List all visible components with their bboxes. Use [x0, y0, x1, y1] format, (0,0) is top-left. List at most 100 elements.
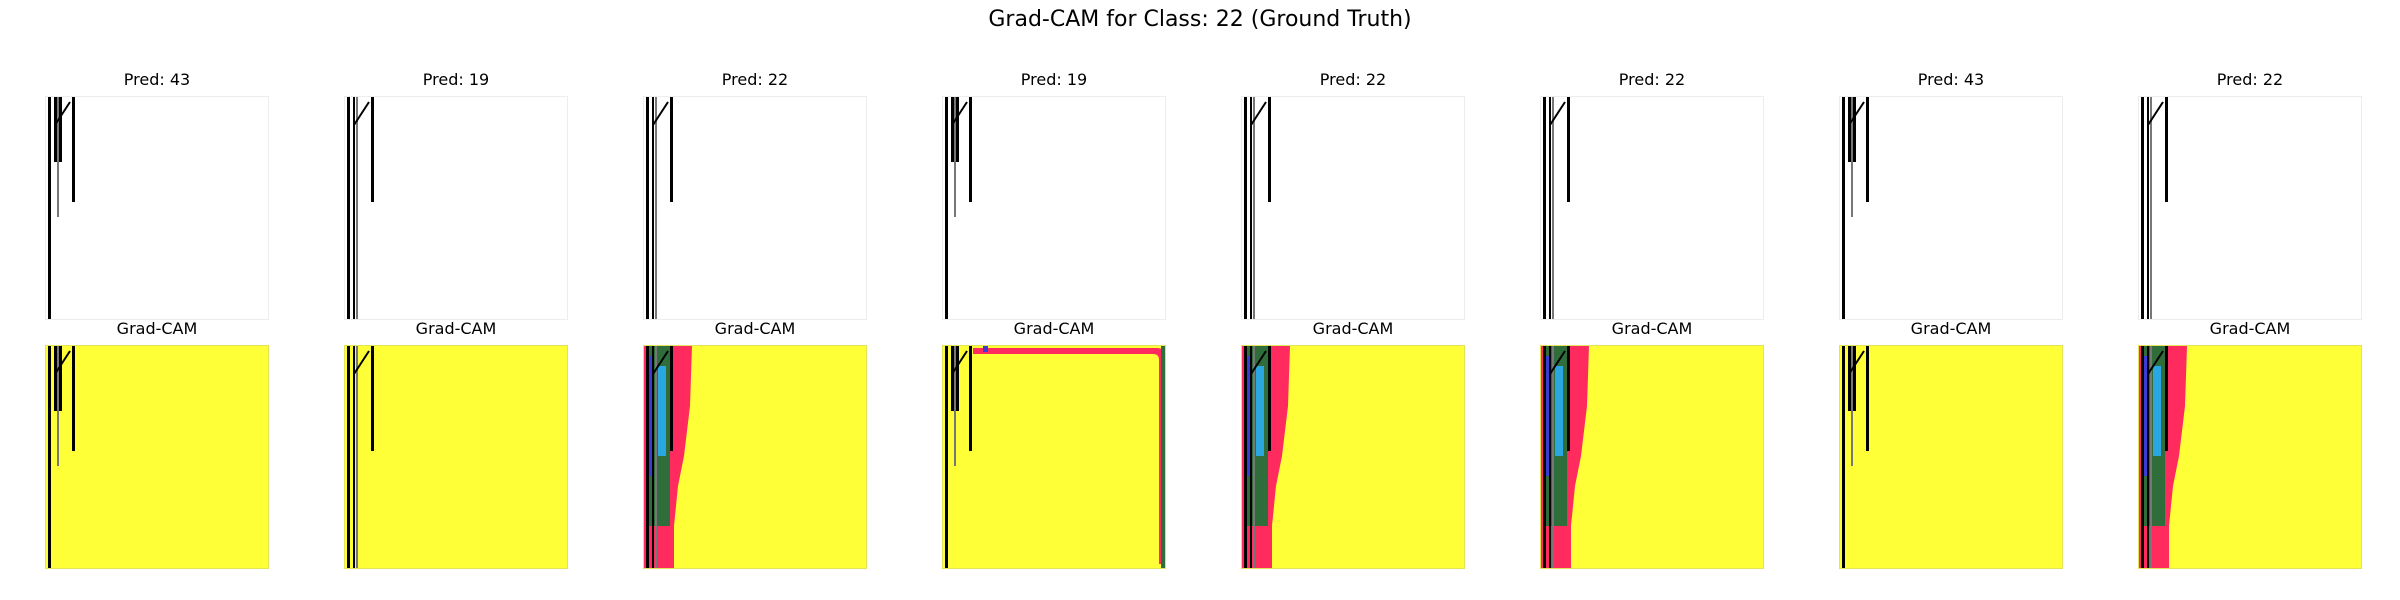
stroke-line: [356, 97, 358, 319]
prediction-label: Pred: 19: [1020, 70, 1088, 89]
input-image: [942, 96, 1166, 320]
stroke-line: [347, 97, 350, 319]
gradcam-label: Grad-CAM: [116, 319, 198, 338]
stroke-line: [356, 346, 358, 568]
stroke-line: [48, 97, 51, 319]
stroke-line: [54, 101, 71, 126]
stroke-line: [2150, 346, 2152, 568]
stroke-line: [1567, 346, 1570, 451]
stroke-line: [652, 101, 669, 126]
stroke-line: [969, 97, 972, 202]
stroke-line: [1842, 346, 1845, 568]
activation-blob: [1244, 356, 1252, 476]
stroke-line: [1268, 97, 1271, 202]
input-image: [1839, 96, 2063, 320]
stroke-traces: [945, 346, 972, 568]
stroke-line: [2165, 346, 2168, 451]
stroke-line: [1851, 346, 1853, 466]
prediction-label: Pred: 22: [1618, 70, 1686, 89]
stroke-line: [371, 346, 374, 451]
stroke-line: [951, 101, 968, 126]
activation-overlay: [644, 346, 692, 568]
stroke-line: [1567, 97, 1570, 202]
stroke-traces: [1543, 97, 1570, 319]
input-image: [344, 96, 568, 320]
gradcam-heatmap: [344, 345, 568, 569]
input-image: [2138, 96, 2362, 320]
gradcam-heatmap: [1540, 345, 1764, 569]
stroke-line: [1250, 97, 1252, 319]
stroke-line: [48, 346, 51, 568]
stroke-line: [57, 346, 59, 466]
activation-overlay: [973, 346, 1165, 568]
stroke-line: [1549, 97, 1551, 319]
stroke-line: [1250, 350, 1267, 375]
stroke-line: [1253, 346, 1255, 568]
stroke-line: [951, 350, 968, 375]
input-image: [1540, 96, 1764, 320]
stroke-traces: [2141, 97, 2168, 319]
gradcam-heatmap: [942, 345, 1166, 569]
stroke-line: [72, 346, 75, 451]
stroke-line: [652, 346, 654, 568]
stroke-line: [2165, 97, 2168, 202]
prediction-label: Pred: 22: [2216, 70, 2284, 89]
stroke-line: [1250, 101, 1267, 126]
gradcam-label: Grad-CAM: [1910, 319, 1992, 338]
activation-blob: [1161, 346, 1165, 568]
stroke-line: [1848, 350, 1865, 375]
stroke-line: [2147, 101, 2164, 126]
stroke-line: [1250, 346, 1252, 568]
stroke-line: [670, 97, 673, 202]
gradcam-label: Grad-CAM: [1312, 319, 1394, 338]
stroke-line: [1543, 97, 1546, 319]
input-image: [45, 96, 269, 320]
activation-blob: [1256, 366, 1264, 456]
activation-blob: [2141, 356, 2149, 476]
stroke-line: [652, 350, 669, 375]
activation-blob: [973, 348, 1165, 564]
stroke-line: [945, 346, 948, 568]
gradcam-heatmap: [2138, 345, 2362, 569]
figure-title: Grad-CAM for Class: 22 (Ground Truth): [988, 7, 1412, 32]
gradcam-label: Grad-CAM: [1611, 319, 1693, 338]
stroke-line: [1866, 346, 1869, 451]
stroke-line: [1268, 346, 1271, 451]
stroke-traces: [48, 97, 75, 319]
stroke-line: [1244, 346, 1247, 568]
stroke-line: [646, 346, 649, 568]
stroke-line: [1842, 97, 1845, 319]
stroke-line: [655, 97, 657, 319]
stroke-line: [646, 97, 649, 319]
stroke-line: [1549, 350, 1566, 375]
stroke-traces: [347, 97, 374, 319]
stroke-line: [72, 97, 75, 202]
gradcam-heatmap: [643, 345, 867, 569]
stroke-line: [353, 346, 355, 568]
stroke-line: [353, 101, 370, 126]
activation-blob: [658, 366, 666, 456]
stroke-traces: [48, 346, 75, 568]
activation-blob: [1555, 366, 1563, 456]
input-image: [1241, 96, 1465, 320]
stroke-line: [954, 346, 956, 466]
activation-overlay: [2139, 346, 2187, 568]
activation-overlay: [1242, 346, 1290, 568]
stroke-line: [655, 346, 657, 568]
stroke-line: [670, 346, 673, 451]
prediction-label: Pred: 43: [1917, 70, 1985, 89]
stroke-line: [57, 97, 59, 217]
stroke-traces: [945, 97, 972, 319]
gradcam-heatmap: [1839, 345, 2063, 569]
stroke-line: [54, 350, 71, 375]
stroke-line: [1552, 346, 1554, 568]
stroke-line: [652, 97, 654, 319]
stroke-line: [969, 346, 972, 451]
gradcam-heatmap: [1241, 345, 1465, 569]
gradcam-label: Grad-CAM: [2209, 319, 2291, 338]
stroke-line: [347, 346, 350, 568]
gradcam-heatmap: [45, 345, 269, 569]
stroke-line: [1851, 97, 1853, 217]
gradcam-label: Grad-CAM: [415, 319, 497, 338]
stroke-traces: [2141, 346, 2168, 568]
